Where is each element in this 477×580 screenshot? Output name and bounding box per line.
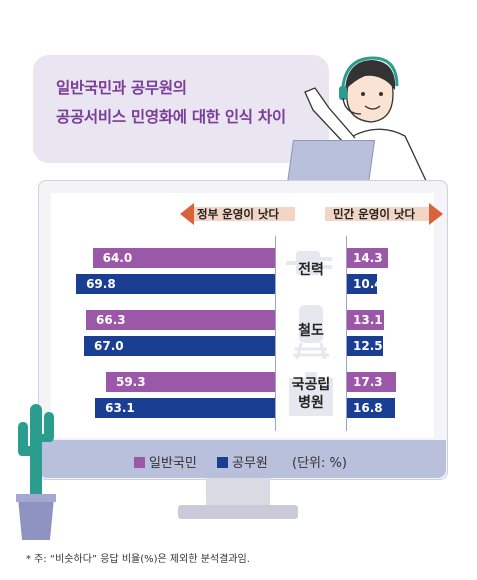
bar-government-general-0 (92, 248, 275, 268)
legend-bar (39, 440, 446, 478)
bar-private-official-1 (347, 336, 383, 356)
left-arrow-label: 정부 운영이 낫다 (197, 207, 280, 221)
category-label-railway: 철도 (298, 323, 324, 339)
data-label-government-official-2: 63.1 (105, 401, 135, 415)
right-arrow-icon (325, 203, 443, 225)
left-axis-line (275, 236, 276, 431)
left-arrow-icon (180, 203, 295, 225)
legend-general-swatch (134, 457, 145, 468)
category-label-electricity: 전력 (298, 262, 324, 278)
data-label-private-official-2: 16.8 (353, 401, 383, 415)
data-label-private-general-0: 14.3 (353, 251, 383, 265)
data-label-government-official-0: 69.8 (86, 277, 116, 291)
data-label-private-general-1: 13.1 (353, 313, 383, 327)
title-line-1: 일반국민과 공무원의 (56, 79, 187, 97)
legend-official-swatch (217, 457, 228, 468)
bar-private-general-0 (347, 248, 388, 268)
legend-general-label: 일반국민 (149, 456, 197, 471)
legend-official-label: 공무원 (232, 456, 268, 471)
legend-unit: (단위: %) (292, 456, 347, 471)
monitor-stand-base (178, 505, 298, 519)
bar-private-general-2 (347, 372, 397, 392)
footnote: * 주: “비슷하다” 응답 비율(%)은 제외한 분석결과임. (26, 554, 250, 565)
legend-general: 일반국민 (134, 452, 197, 471)
title-bubble (33, 55, 329, 163)
bar-private-official-0 (347, 274, 377, 294)
bar-government-general-2 (105, 372, 275, 392)
bar-private-official-2 (347, 398, 395, 418)
data-label-private-official-0: 10.4 (353, 277, 383, 291)
electric-plug-icon (286, 251, 332, 275)
bar-private-general-1 (347, 310, 385, 330)
category-label-public-hospital: 국공립 병원 (291, 377, 331, 411)
title-line-2: 공공서비스 민영화에 대한 인식 차이 (56, 108, 286, 126)
bar-government-official-0 (76, 274, 275, 294)
legend-official: 공무원 (217, 452, 268, 471)
train-icon (293, 305, 329, 359)
bar-government-general-1 (86, 310, 275, 330)
data-label-government-general-2: 59.3 (115, 375, 146, 389)
right-arrow-label: 민간 운영이 낫다 (333, 207, 416, 221)
cactus-plant (16, 404, 56, 540)
bar-government-official-1 (84, 336, 275, 356)
monitor-stand-neck (206, 478, 270, 506)
data-label-private-official-1: 12.5 (353, 339, 383, 353)
bar-government-official-2 (95, 398, 275, 418)
laptop (286, 140, 376, 184)
hospital-icon (289, 372, 333, 416)
data-label-government-general-0: 64.0 (102, 251, 133, 265)
data-label-government-general-1: 66.3 (96, 313, 126, 327)
right-axis-line (346, 236, 347, 431)
data-label-private-general-2: 17.3 (353, 375, 383, 389)
data-label-government-official-1: 67.0 (94, 339, 124, 353)
